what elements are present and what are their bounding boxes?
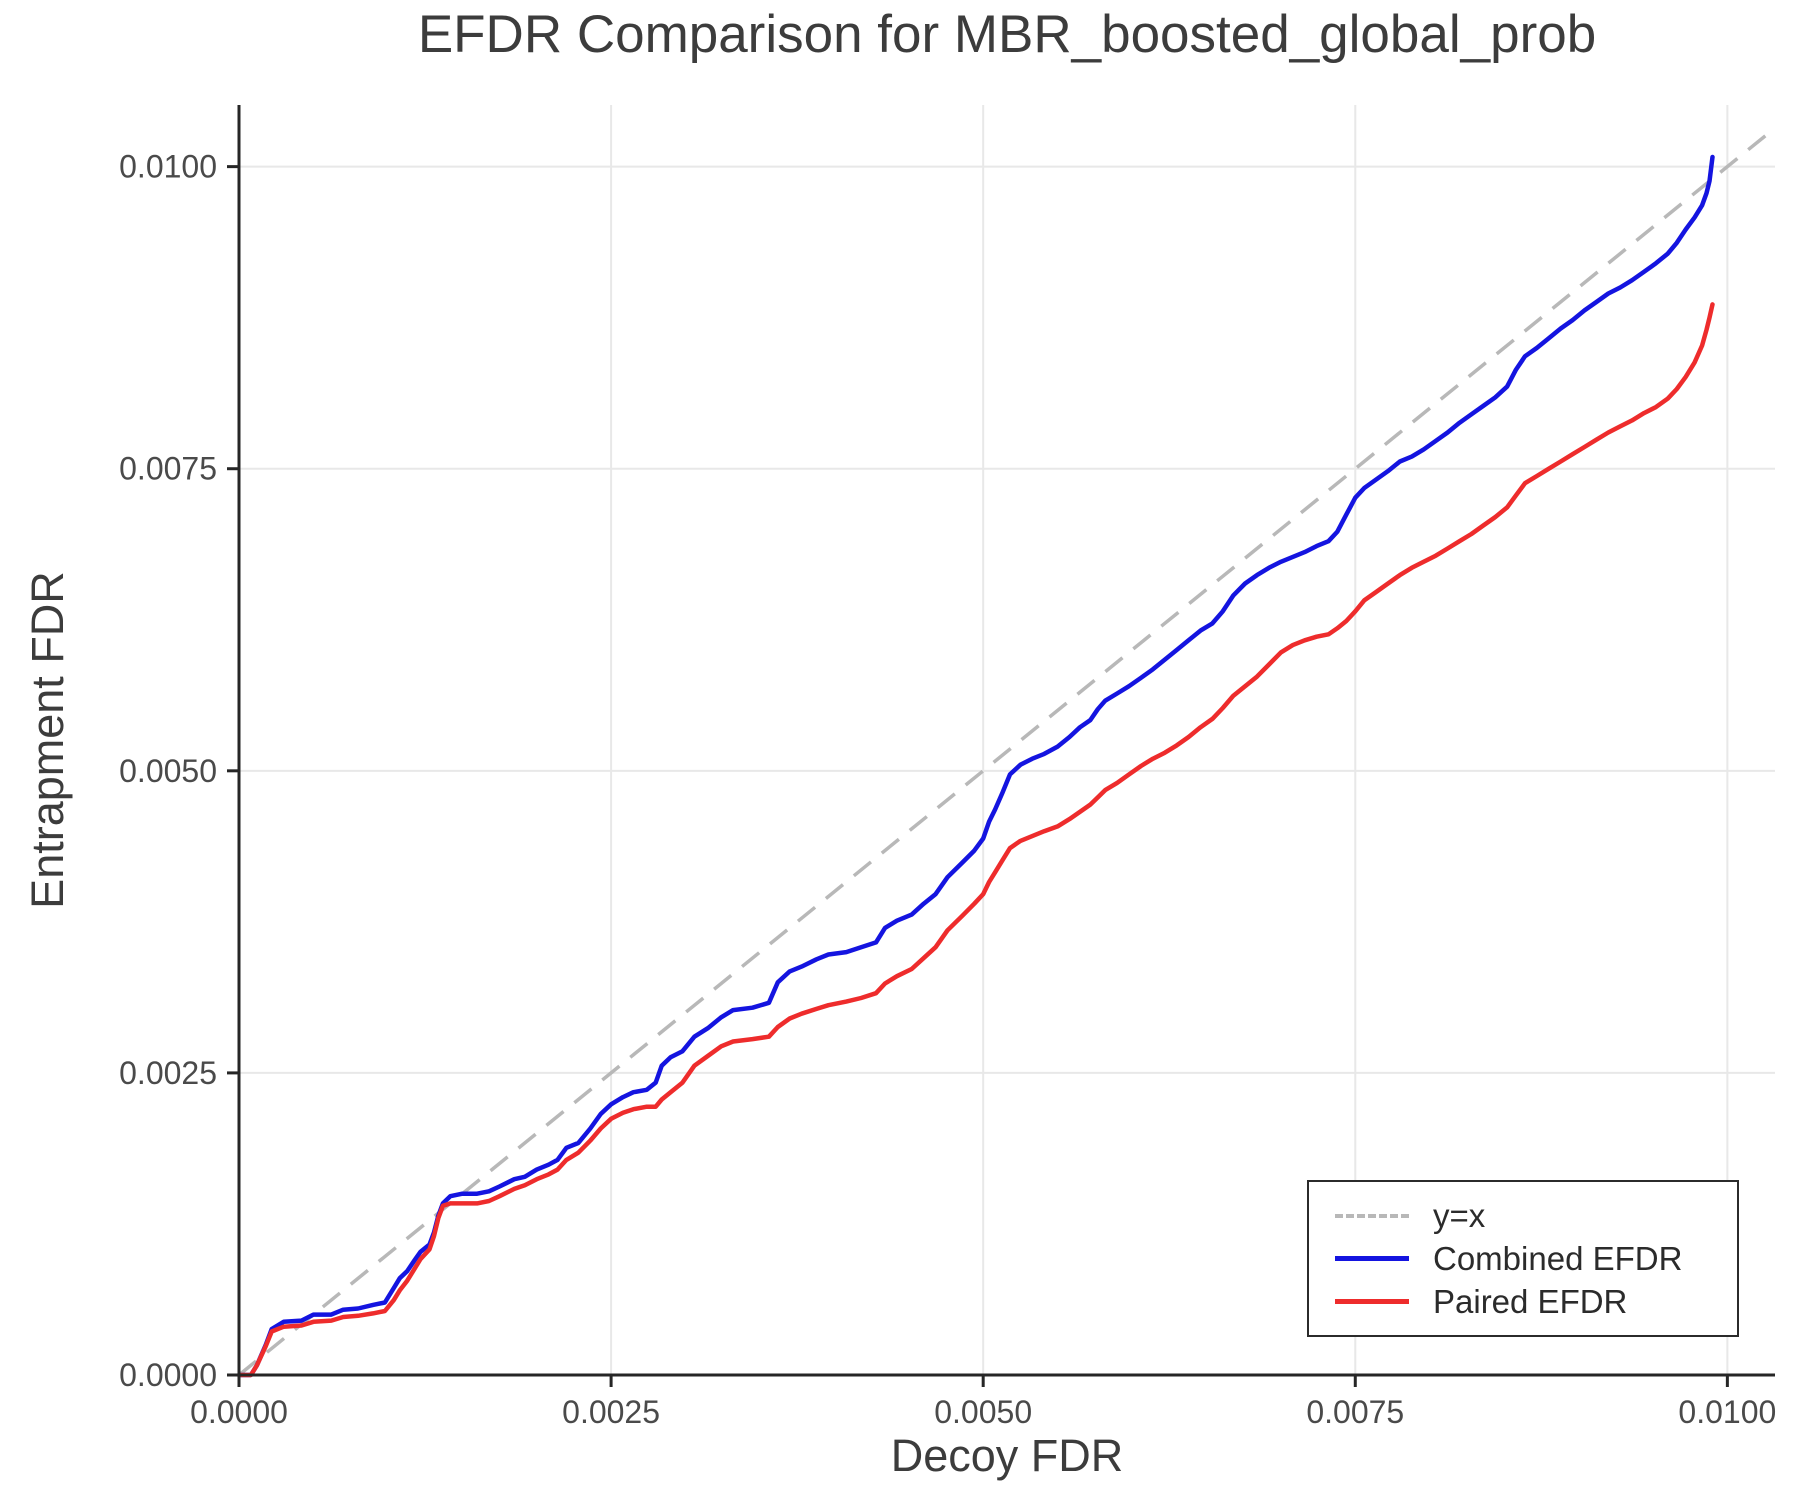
paired-efdr-swatch [1335,1299,1409,1304]
x-tick-label: 0.0000 [190,1394,288,1430]
series-combined-efdr [236,154,1715,1378]
series-paired-efdr [236,302,1715,1378]
y-axis-label: Entrapment FDR [22,571,73,909]
identity-line-swatch [1335,1213,1409,1218]
legend-label-identity: y=x [1433,1197,1486,1234]
y-tick-label: 0.0050 [119,753,217,789]
legend-item-identity: y=x [1335,1199,1711,1232]
legend: y=x Combined EFDR Paired EFDR [1307,1180,1739,1337]
y-tick-label: 0.0000 [119,1357,217,1393]
y-tick-label: 0.0100 [119,149,217,185]
chart-title: EFDR Comparison for MBR_boosted_global_p… [417,5,1597,64]
y-tick-label: 0.0075 [119,451,217,487]
y-tick-label: 0.0025 [119,1055,217,1091]
identity-line [237,126,1777,1377]
x-axis-label: Decoy FDR [890,1430,1124,1481]
legend-label-combined-efdr: Combined EFDR [1433,1240,1683,1277]
x-tick-label: 0.0050 [934,1394,1032,1430]
x-tick-label: 0.0025 [562,1394,660,1430]
legend-item-paired-efdr: Paired EFDR [1335,1285,1711,1318]
combined-efdr-swatch [1335,1256,1409,1261]
x-tick-label: 0.0075 [1306,1394,1404,1430]
x-tick-label: 0.0100 [1678,1394,1776,1430]
legend-item-combined-efdr: Combined EFDR [1335,1242,1711,1275]
legend-label-paired-efdr: Paired EFDR [1433,1283,1628,1320]
